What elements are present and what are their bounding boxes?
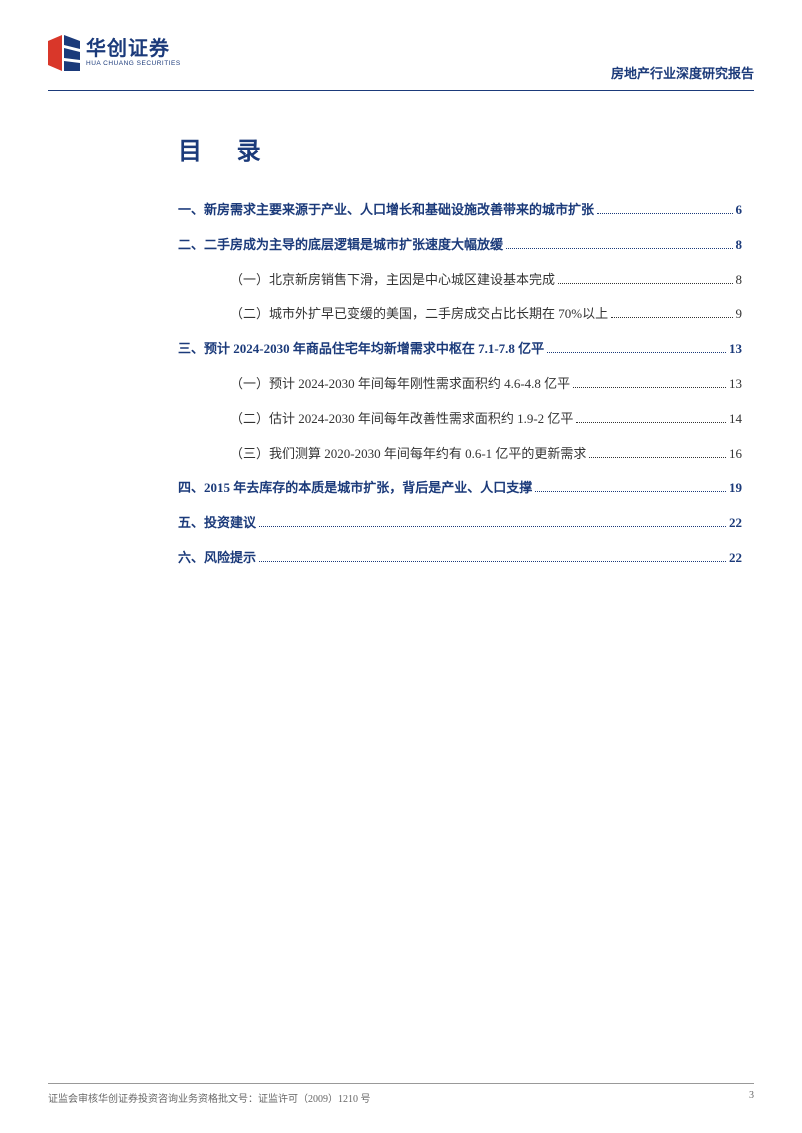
toc-item-page: 22 xyxy=(729,548,742,569)
toc-dots xyxy=(576,422,726,423)
toc-item-label: 三、预计 2024-2030 年商品住宅年均新增需求中枢在 7.1-7.8 亿平 xyxy=(178,339,544,360)
report-title: 房地产行业深度研究报告 xyxy=(611,35,754,82)
toc-item-label: （二）估计 2024-2030 年间每年改善性需求面积约 1.9-2 亿平 xyxy=(230,409,573,430)
logo-text: 华创证券 HUA CHUANG SECURITIES xyxy=(86,38,181,68)
footer-left: 证监会审核华创证券投资咨询业务资格批文号：证监许可（2009）1210 号 xyxy=(48,1090,371,1105)
toc-item[interactable]: （二）城市外扩早已变缓的美国，二手房成交占比长期在 70%以上 9 xyxy=(178,304,742,325)
toc-dots xyxy=(259,526,726,527)
page-header: 华创证券 HUA CHUANG SECURITIES 房地产行业深度研究报告 xyxy=(0,0,802,82)
content: 目 录 一、新房需求主要来源于产业、人口增长和基础设施改善带来的城市扩张 6 二、二… xyxy=(0,91,802,569)
toc-item[interactable]: 五、投资建议 22 xyxy=(178,513,742,534)
toc-item-label: （一）预计 2024-2030 年间每年刚性需求面积约 4.6-4.8 亿平 xyxy=(230,374,570,395)
toc-dots xyxy=(611,317,732,318)
toc-item[interactable]: 三、预计 2024-2030 年商品住宅年均新增需求中枢在 7.1-7.8 亿平… xyxy=(178,339,742,360)
toc-item-page: 8 xyxy=(736,235,743,256)
toc-item[interactable]: 六、风险提示 22 xyxy=(178,548,742,569)
toc-item[interactable]: （一）预计 2024-2030 年间每年刚性需求面积约 4.6-4.8 亿平 13 xyxy=(178,374,742,395)
toc-item[interactable]: （一）北京新房销售下滑，主因是中心城区建设基本完成 8 xyxy=(178,270,742,291)
toc-dots xyxy=(547,352,726,353)
toc-dots xyxy=(535,491,726,492)
toc-item[interactable]: 一、新房需求主要来源于产业、人口增长和基础设施改善带来的城市扩张 6 xyxy=(178,200,742,221)
toc-dots xyxy=(597,213,732,214)
toc-item-label: 五、投资建议 xyxy=(178,513,256,534)
toc-item-page: 6 xyxy=(736,200,743,221)
footer-divider xyxy=(48,1083,754,1084)
toc-item-page: 13 xyxy=(729,339,742,360)
logo-en: HUA CHUANG SECURITIES xyxy=(86,60,181,68)
logo-block: 华创证券 HUA CHUANG SECURITIES xyxy=(48,35,181,71)
toc-item-label: 二、二手房成为主导的底层逻辑是城市扩张速度大幅放缓 xyxy=(178,235,503,256)
page-number: 3 xyxy=(749,1090,754,1105)
toc-dots xyxy=(558,283,732,284)
toc-item-label: 四、2015 年去库存的本质是城市扩张，背后是产业、人口支撑 xyxy=(178,478,532,499)
toc-title: 目 录 xyxy=(178,131,742,166)
toc-item-page: 16 xyxy=(729,444,742,465)
toc-item-label: （三）我们测算 2020-2030 年间每年约有 0.6-1 亿平的更新需求 xyxy=(230,444,586,465)
toc-item[interactable]: （二）估计 2024-2030 年间每年改善性需求面积约 1.9-2 亿平 14 xyxy=(178,409,742,430)
toc-dots xyxy=(506,248,732,249)
toc-item[interactable]: 四、2015 年去库存的本质是城市扩张，背后是产业、人口支撑 19 xyxy=(178,478,742,499)
toc-item-page: 13 xyxy=(729,374,742,395)
toc-dots xyxy=(259,561,726,562)
toc-item-page: 19 xyxy=(729,478,742,499)
toc-item-label: （一）北京新房销售下滑，主因是中心城区建设基本完成 xyxy=(230,270,555,291)
footer-row: 证监会审核华创证券投资咨询业务资格批文号：证监许可（2009）1210 号 3 xyxy=(48,1090,754,1105)
toc-item-page: 14 xyxy=(729,409,742,430)
toc-item-label: 六、风险提示 xyxy=(178,548,256,569)
toc-list: 一、新房需求主要来源于产业、人口增长和基础设施改善带来的城市扩张 6 二、二手房成为… xyxy=(178,200,742,569)
page-footer: 证监会审核华创证券投资咨询业务资格批文号：证监许可（2009）1210 号 3 xyxy=(48,1083,754,1105)
toc-item-label: 一、新房需求主要来源于产业、人口增长和基础设施改善带来的城市扩张 xyxy=(178,200,594,221)
toc-dots xyxy=(589,457,726,458)
toc-dots xyxy=(573,387,726,388)
toc-item-page: 8 xyxy=(736,270,743,291)
toc-item-page: 9 xyxy=(736,304,743,325)
logo-icon xyxy=(48,35,80,71)
toc-item-label: （二）城市外扩早已变缓的美国，二手房成交占比长期在 70%以上 xyxy=(230,304,608,325)
toc-item[interactable]: （三）我们测算 2020-2030 年间每年约有 0.6-1 亿平的更新需求 16 xyxy=(178,444,742,465)
toc-item-page: 22 xyxy=(729,513,742,534)
logo-cn: 华创证券 xyxy=(86,38,181,60)
toc-item[interactable]: 二、二手房成为主导的底层逻辑是城市扩张速度大幅放缓 8 xyxy=(178,235,742,256)
